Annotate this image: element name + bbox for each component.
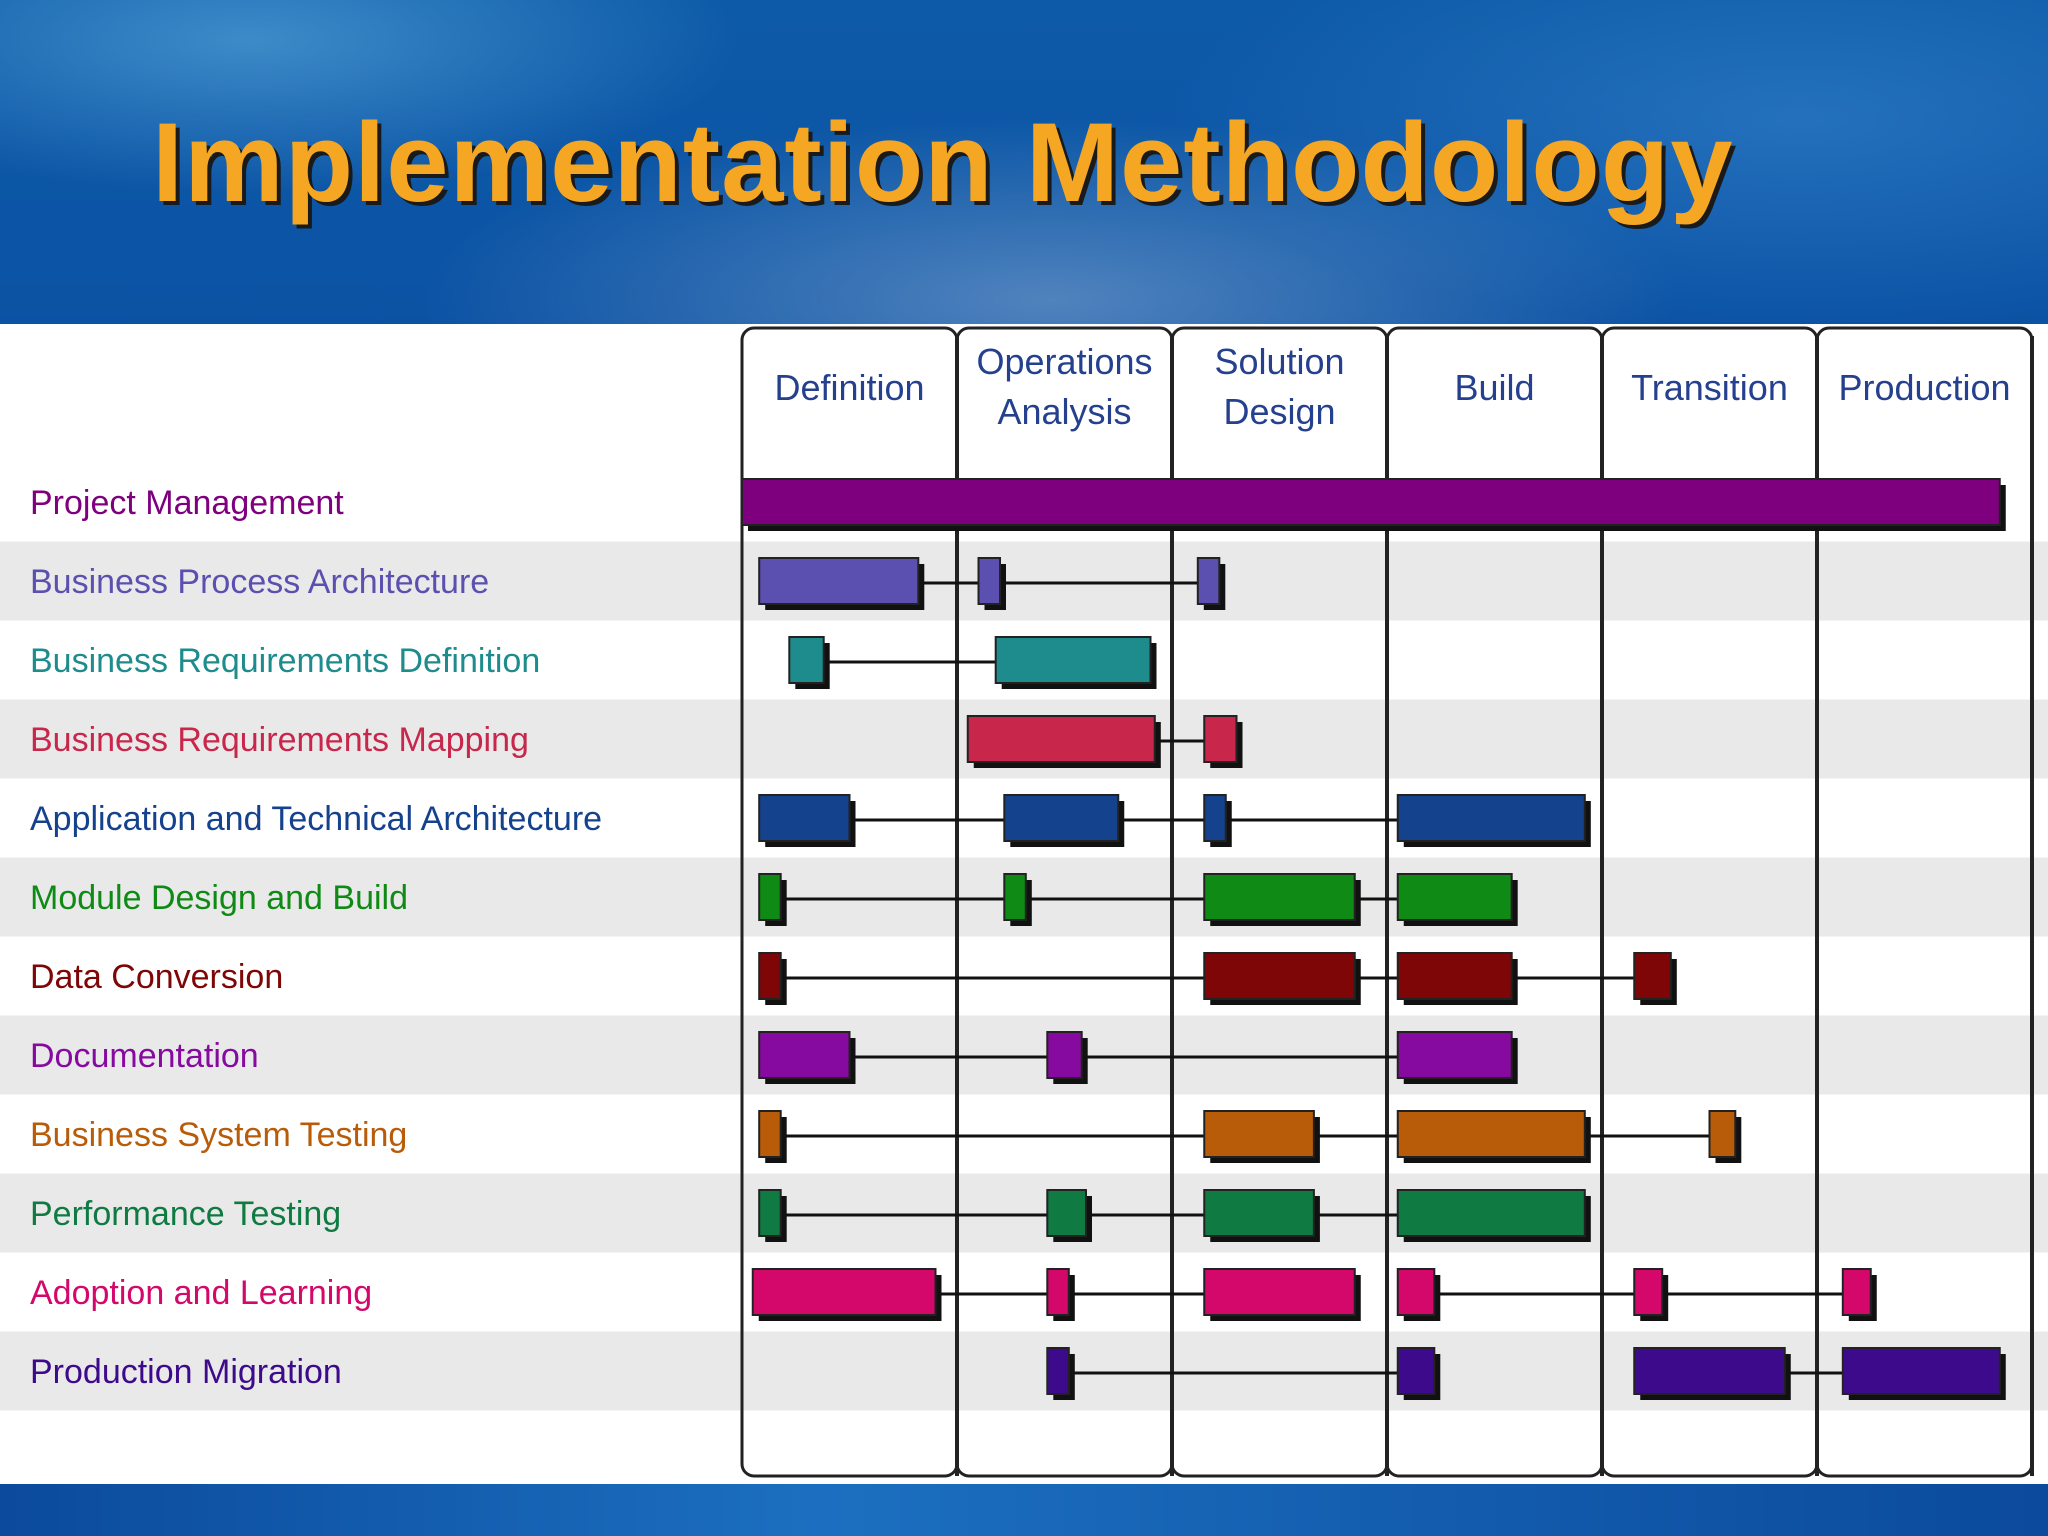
- task-bar: [1396, 1347, 1436, 1395]
- row-label: Business Requirements Definition: [30, 642, 540, 680]
- task-bar: [1633, 1347, 1786, 1395]
- phase-label: Build: [1454, 367, 1534, 408]
- row-label: Performance Testing: [30, 1195, 341, 1233]
- task-bar: [758, 873, 782, 921]
- task-bar: [1203, 952, 1356, 1000]
- task-bar: [1633, 1268, 1664, 1316]
- task-bar: [758, 952, 782, 1000]
- task-bar: [1203, 794, 1227, 842]
- task-bar: [1046, 1268, 1070, 1316]
- task-bar: [1396, 1110, 1586, 1158]
- task-bar: [994, 636, 1152, 684]
- task-bar: [758, 1110, 782, 1158]
- task-bar: [1396, 1031, 1513, 1079]
- row-label: Production Migration: [30, 1353, 342, 1391]
- task-bar: [1203, 1189, 1315, 1237]
- task-bar: [1003, 794, 1120, 842]
- row-label: Adoption and Learning: [30, 1274, 372, 1312]
- task-bar: [751, 1268, 937, 1316]
- row-label: Module Design and Build: [30, 879, 408, 917]
- row-stripe: [0, 1015, 2048, 1095]
- row-stripe: [0, 541, 2048, 621]
- task-bar: [1396, 873, 1513, 921]
- row-label: Application and Technical Architecture: [30, 800, 602, 838]
- task-bar: [741, 478, 2001, 526]
- task-bar: [1203, 715, 1238, 763]
- task-bar: [758, 794, 851, 842]
- task-bar: [1396, 1189, 1586, 1237]
- slide-title: Implementation Methodology: [152, 100, 1734, 225]
- gantt-chart: Definition Operations Analysis Solution Desi…: [0, 326, 2048, 1478]
- task-bar: [1203, 1268, 1356, 1316]
- task-bar: [788, 636, 825, 684]
- task-bar: [977, 557, 1001, 605]
- task-bar: [1046, 1347, 1070, 1395]
- task-bar: [758, 1031, 851, 1079]
- phase-label: Definition: [774, 367, 924, 408]
- phase-label: Solution Design: [1214, 341, 1344, 432]
- task-bar: [1396, 952, 1513, 1000]
- phase-label: Production: [1838, 367, 2010, 408]
- row-label: Documentation: [30, 1037, 259, 1075]
- task-bar: [1396, 794, 1586, 842]
- task-bar: [1203, 1110, 1315, 1158]
- task-bar: [1396, 1268, 1436, 1316]
- task-bar: [1633, 952, 1672, 1000]
- task-bar: [966, 715, 1156, 763]
- row-label: Business System Testing: [30, 1116, 407, 1154]
- row-label: Data Conversion: [30, 958, 283, 996]
- task-bar: [758, 1189, 782, 1237]
- task-bar: [1708, 1110, 1737, 1158]
- task-bar: [1046, 1031, 1083, 1079]
- task-bar: [1841, 1268, 1872, 1316]
- row-label: Project Management: [30, 484, 344, 522]
- task-bar: [1203, 873, 1356, 921]
- task-bar: [1841, 1347, 2001, 1395]
- task-bar: [1003, 873, 1027, 921]
- row-stripe: [0, 1173, 2048, 1253]
- task-bar: [758, 557, 920, 605]
- task-bar: [1196, 557, 1221, 605]
- task-bar: [1046, 1189, 1088, 1237]
- row-label: Business Process Architecture: [30, 563, 489, 601]
- row-label: Business Requirements Mapping: [30, 721, 529, 759]
- footer-band: [0, 1484, 2048, 1536]
- phase-label: Transition: [1631, 367, 1788, 408]
- phase-label: Operations Analysis: [976, 341, 1152, 432]
